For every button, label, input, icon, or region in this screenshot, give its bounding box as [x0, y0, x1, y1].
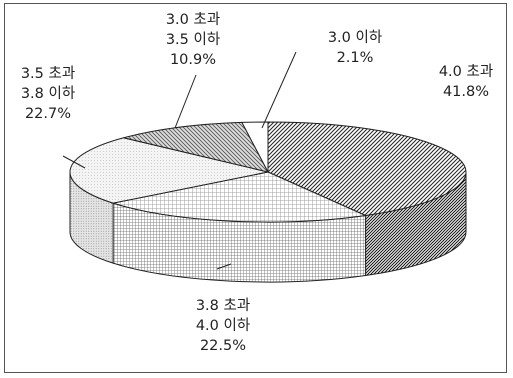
- slice-label-line: 22.7%: [25, 106, 71, 122]
- slice-label-line: 4.0 초과: [439, 63, 493, 80]
- slice-label-line: 3.0 초과: [166, 11, 220, 28]
- leader-line-4: [261, 51, 297, 129]
- slice-label-line: 3.8 이하: [21, 85, 75, 102]
- leader-line-1: [216, 263, 232, 270]
- slice-label-line: 3.5 초과: [21, 65, 75, 82]
- leader-line-3: [174, 74, 197, 129]
- slice-label-4: 3.0 이하 2.1%: [328, 29, 382, 66]
- pie-slice-3: [123, 121, 269, 173]
- slice-label-3: 3.0 초과 3.5 이하 10.9%: [166, 11, 220, 68]
- slice-label-line: 3.0 이하: [328, 29, 382, 46]
- slice-label-line: 41.8%: [443, 84, 489, 100]
- slice-label-line: 10.9%: [170, 52, 216, 68]
- slice-label-1: 3.8 초과 4.0 이하 22.5%: [196, 297, 250, 354]
- slice-label-0: 4.0 초과 41.8%: [439, 63, 493, 100]
- slice-label-line: 4.0 이하: [196, 317, 250, 334]
- slice-label-2: 3.5 초과 3.8 이하 22.7%: [21, 65, 75, 122]
- pie-slice-0: [267, 121, 467, 217]
- pie-slice-1: [112, 171, 368, 223]
- slice-label-line: 3.5 이하: [166, 31, 220, 48]
- pie-slice-2: [69, 137, 269, 204]
- leader-line-2: [62, 155, 86, 169]
- slice-label-line: 3.8 초과: [196, 297, 250, 314]
- pie-slice-4: [241, 121, 269, 173]
- slice-label-line: 22.5%: [200, 338, 246, 354]
- slice-label-line: 2.1%: [337, 50, 374, 66]
